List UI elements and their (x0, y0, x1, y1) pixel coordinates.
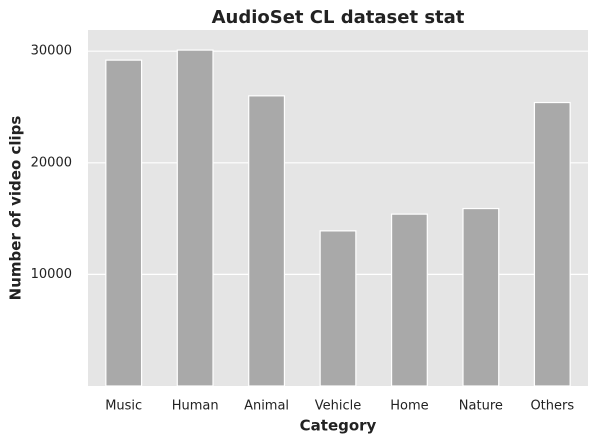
x-tick-label: Vehicle (315, 399, 362, 414)
x-axis-label: Category (300, 417, 377, 435)
bar (176, 49, 214, 387)
y-tick-label: 20000 (31, 155, 72, 170)
y-tick-label: 10000 (31, 267, 72, 282)
bar (319, 230, 357, 387)
bar (533, 101, 571, 387)
x-tick-label: Music (105, 399, 142, 414)
bar (248, 95, 286, 387)
bar (462, 207, 500, 387)
x-tick-label: Human (172, 399, 219, 414)
x-tick-label: Animal (244, 399, 289, 414)
y-axis-label: Number of video clips (7, 116, 25, 301)
bar (390, 213, 428, 387)
x-tick-label: Nature (459, 399, 503, 414)
y-tick-label: 30000 (31, 44, 72, 59)
x-tick-label: Home (390, 399, 428, 414)
bar (105, 59, 143, 387)
chart-title: AudioSet CL dataset stat (212, 7, 465, 28)
x-tick-label: Others (530, 399, 574, 414)
